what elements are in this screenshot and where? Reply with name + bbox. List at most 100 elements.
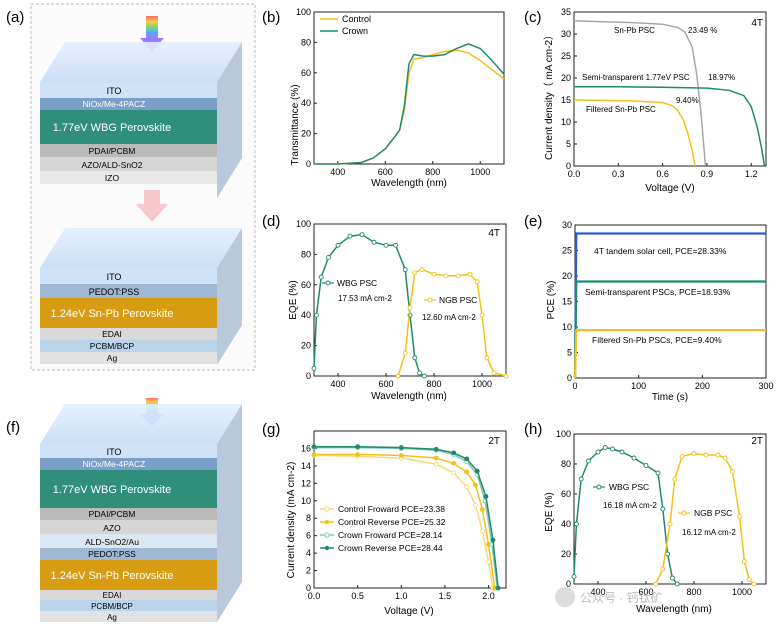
chart-h-point bbox=[729, 469, 735, 474]
chart-h-annot-wbg: WBG PSC bbox=[609, 482, 649, 492]
chart-c-xtick-label: 0.9 bbox=[701, 169, 714, 179]
chart-h-ytick-label: 0 bbox=[566, 579, 571, 589]
chart-h-point bbox=[672, 476, 678, 482]
chart-g-legend-crown-rev: Crown Reverse PCE=28.44 bbox=[338, 543, 443, 553]
chart-c-xlabel: Voltage (V) bbox=[645, 183, 694, 194]
layer-sno2-f bbox=[40, 534, 217, 548]
label-sno2-f: ALD-SnO2/Au bbox=[85, 537, 139, 547]
chart-b-ylabel: Transmittance (%) bbox=[290, 84, 301, 165]
chart-h-point bbox=[655, 470, 661, 476]
chart-h-point bbox=[660, 506, 666, 512]
chart-g-ytick-label: 14 bbox=[301, 461, 311, 471]
chart-h-point bbox=[585, 458, 591, 464]
chart-g-point bbox=[311, 452, 317, 457]
chart-d-point bbox=[412, 355, 418, 361]
chart-g-point bbox=[311, 444, 317, 450]
layer-edai-f bbox=[40, 590, 217, 600]
chart-c-xtick-label: 0.6 bbox=[656, 169, 669, 179]
layer-pdai-f bbox=[40, 508, 217, 520]
top-device-stack: ITO NiOx/Me-4PACZ 1.77eV WBG Perovskite … bbox=[40, 42, 242, 198]
layer-ag-f bbox=[40, 611, 217, 622]
chart-b-xtick-label: 600 bbox=[378, 167, 393, 177]
chart-d-point bbox=[431, 271, 437, 277]
chart-g-point bbox=[433, 461, 439, 467]
chart-h-point bbox=[741, 559, 747, 564]
chart-e-annot-filtered: Filtered Sn-Pb PSCs, PCE=9.40% bbox=[592, 335, 722, 345]
chart-d-series-0 bbox=[313, 233, 425, 377]
label-azo-f: AZO bbox=[103, 523, 121, 533]
chart-d-legend-wbg: WBG PSC bbox=[322, 278, 377, 288]
label-izo-a: IZO bbox=[105, 173, 120, 183]
label-snpb-f: 1.24eV Sn-Pb Perovskite bbox=[51, 570, 174, 582]
label-wbg-a: 1.77eV WBG Perovskite bbox=[53, 122, 172, 134]
label-ito-b: ITO bbox=[107, 272, 122, 282]
chart-h-point bbox=[609, 446, 615, 452]
chart-c-ytick-label: 25 bbox=[561, 51, 571, 61]
chart-h-point bbox=[573, 521, 579, 527]
chart-g-jv-2t: Current density (mA cm-2) Voltage (V) Co… bbox=[286, 430, 507, 617]
chart-e-ylabel: PCE (%) bbox=[546, 281, 557, 320]
layer-pedot-b bbox=[40, 284, 217, 298]
chart-d-annot-wbg: WBG PSC bbox=[337, 278, 377, 288]
chart-g-ytick-label: 10 bbox=[301, 496, 311, 506]
chart-g-point bbox=[464, 469, 470, 475]
chart-g-point bbox=[451, 450, 457, 456]
chart-b-ytick-label: 40 bbox=[301, 98, 311, 108]
chart-d-series-1 bbox=[397, 268, 507, 377]
label-nio-f: NiOx/Me-4PACZ bbox=[83, 459, 146, 469]
chart-b-xtick-label: 400 bbox=[330, 167, 345, 177]
chart-h-ytick-label: 40 bbox=[561, 519, 571, 529]
label-pedot-b: PEDOT:PSS bbox=[89, 287, 140, 297]
chart-g-point bbox=[451, 470, 457, 476]
bottom-device-stack: ITO PEDOT:PSS 1.24eV Sn-Pb Perovskite ED… bbox=[40, 228, 242, 365]
chart-d-annot-wbg-jsc: 17.53 mA cm-2 bbox=[338, 294, 392, 303]
chart-g-legend: Control Froward PCE=23.38 Control Revers… bbox=[320, 504, 446, 553]
chart-g-point bbox=[483, 493, 489, 499]
chart-c-annot-snpb: Sn-Pb PSC bbox=[614, 26, 655, 35]
chart-c-ytick-label: 10 bbox=[561, 117, 571, 127]
chart-d-point bbox=[402, 350, 408, 356]
chart-e-xtick-label: 300 bbox=[758, 381, 773, 391]
chart-c-annot-filtered-pce: 9.40% bbox=[676, 96, 699, 105]
layer-ag-b bbox=[40, 352, 217, 364]
chart-e-xlabel: Time (s) bbox=[652, 392, 688, 403]
chart-c-annot-semi: Semi-transparent 1.77eV PSC bbox=[582, 73, 690, 82]
layer-azo-a bbox=[40, 157, 217, 171]
chart-b-series-1 bbox=[314, 43, 505, 165]
chart-g-point bbox=[464, 456, 470, 462]
chart-h-point bbox=[602, 445, 608, 450]
chart-b-xlabel: Wavelength (nm) bbox=[371, 178, 447, 189]
chart-d-eqe-4t: EQE (%) Wavelength (nm) WBG PSC 17.53 mA… bbox=[288, 219, 509, 402]
chart-d-point bbox=[383, 242, 389, 248]
chart-e-ytick-label: 25 bbox=[562, 246, 572, 256]
chart-e-ytick-label: 15 bbox=[562, 297, 572, 307]
chart-g-point bbox=[464, 484, 470, 490]
chart-d-point bbox=[318, 274, 324, 280]
chart-d-point bbox=[474, 279, 480, 285]
chart-e-ytick-label: 5 bbox=[567, 348, 572, 358]
chart-g-legend-crown-fwd: Crown Froward PCE=28.14 bbox=[338, 530, 442, 540]
label-ag-b: Ag bbox=[107, 353, 118, 363]
chart-b-xtick-label: 1000 bbox=[470, 167, 490, 177]
panel-h-tag: 2T bbox=[751, 436, 763, 447]
label-edai-f: EDAI bbox=[103, 591, 122, 600]
chart-h-point bbox=[631, 455, 637, 461]
layer-snpb-b bbox=[40, 298, 217, 328]
chart-h-point bbox=[669, 575, 675, 581]
chart-b-legend-crown: Crown bbox=[342, 26, 368, 36]
chart-c-ytick-label: 0 bbox=[566, 161, 571, 171]
chart-b-ytick-label: 80 bbox=[301, 37, 311, 47]
chart-b-ytick-label: 100 bbox=[296, 7, 311, 17]
chart-h-point bbox=[703, 452, 709, 458]
chart-b-frame bbox=[313, 11, 505, 165]
chart-h-eqe-2t: EQE (%) Wavelength (nm) WBG PSC 16.18 mA… bbox=[544, 429, 767, 615]
chart-c-xtick-label: 0.0 bbox=[568, 169, 581, 179]
chart-g-legend-control-rev: Control Reverse PCE=25.32 bbox=[338, 517, 446, 527]
label-pcbm-b: PCBM/BCP bbox=[90, 341, 135, 351]
chart-d-xtick-label: 400 bbox=[330, 379, 345, 389]
chart-c-ylabel: Current density（ mA cm-2） bbox=[543, 30, 555, 160]
chart-e-series-2 bbox=[573, 329, 766, 379]
label-pdai-f: PDAI/PCBM bbox=[89, 509, 136, 519]
chart-g-point bbox=[474, 468, 480, 474]
